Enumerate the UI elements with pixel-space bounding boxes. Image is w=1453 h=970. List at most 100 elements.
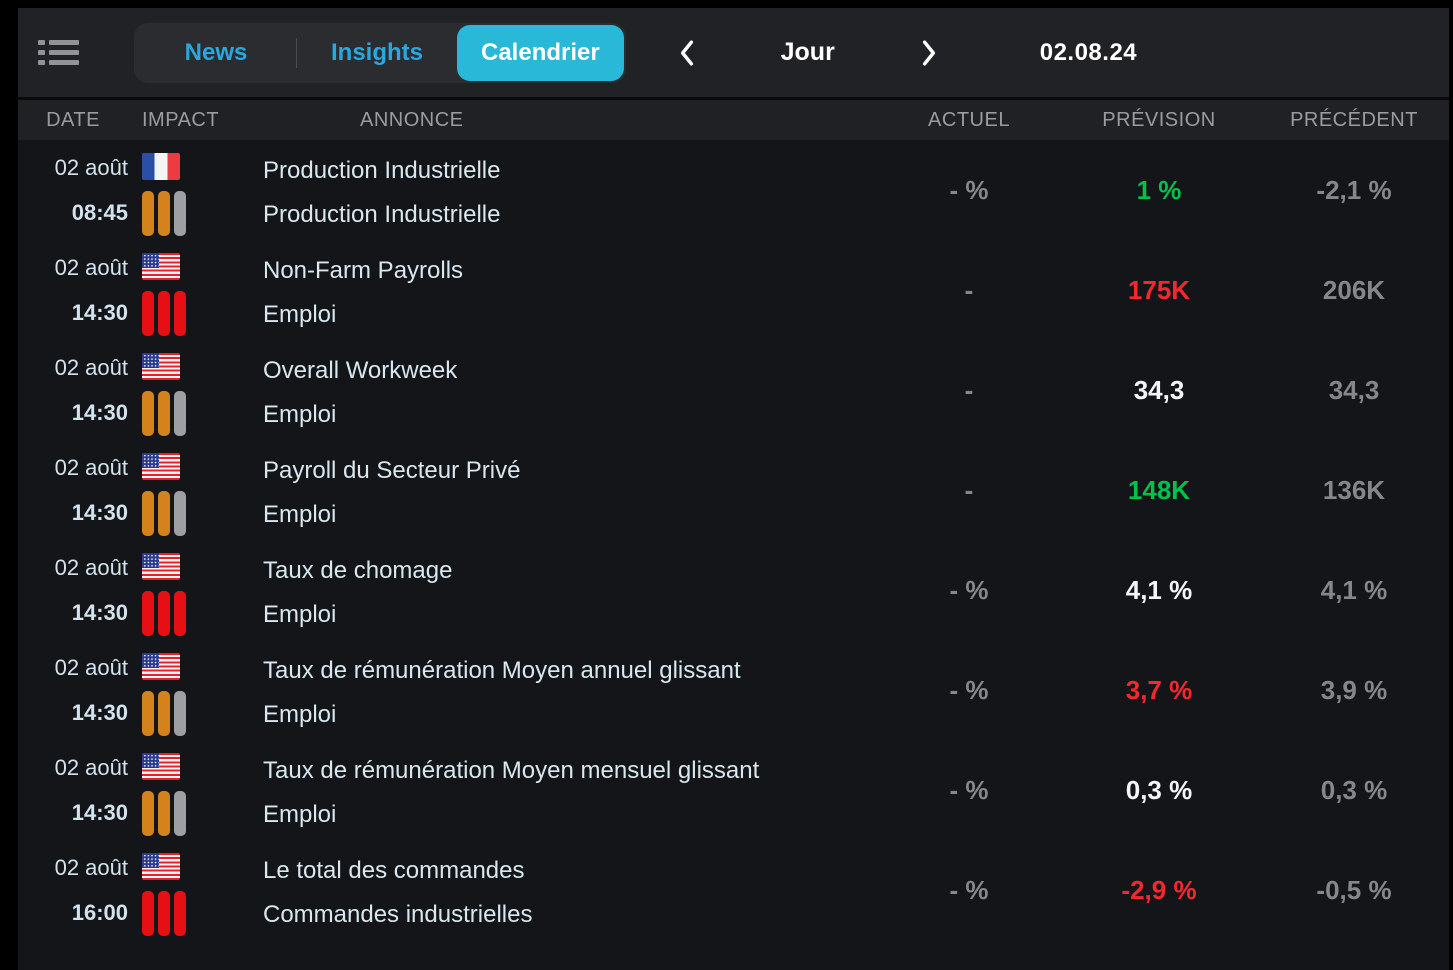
announce-cell: Overall Workweek Emploi	[192, 340, 879, 440]
event-time: 14:30	[71, 400, 128, 425]
impact-bar-orange	[142, 191, 154, 236]
impact-bar-red	[158, 591, 170, 636]
impact-bar-orange	[158, 491, 170, 536]
impact-bar-gray	[174, 791, 186, 836]
impact-bar-orange	[158, 391, 170, 436]
us-flag-icon	[142, 253, 180, 280]
event-date: 02 août	[54, 555, 128, 580]
impact-bar-red	[158, 891, 170, 936]
list-icon-line	[38, 60, 80, 65]
previous-value: 0,3 %	[1320, 774, 1388, 805]
date-cell: 02 août 14:30	[18, 440, 128, 540]
tab-calendrier[interactable]: Calendrier	[457, 24, 624, 81]
us-flag-icon	[142, 453, 180, 480]
impact-bar-red	[174, 591, 186, 636]
forecast-value: 148K	[1127, 474, 1191, 505]
event-category: Production Industrielle	[263, 201, 501, 228]
event-time: 16:00	[71, 900, 128, 925]
date-cell: 02 août 14:30	[18, 240, 128, 340]
impact-bar-red	[142, 591, 154, 636]
event-category: Emploi	[263, 601, 337, 628]
actual-value: - %	[949, 174, 989, 205]
selected-date: 02.08.24	[1039, 38, 1138, 66]
tab-bar: News Insights Calendrier	[134, 22, 626, 83]
next-day-button[interactable]	[916, 37, 942, 69]
event-time: 14:30	[71, 600, 128, 625]
calendar-row[interactable]: 02 août 14:30 Overall Workweek Emploi - …	[18, 340, 1449, 440]
impact-bar-red	[158, 291, 170, 336]
impact-indicator	[142, 691, 186, 736]
column-header-date: DATE	[46, 108, 100, 131]
impact-bar-gray	[174, 691, 186, 736]
date-cell: 02 août 08:45	[18, 140, 128, 240]
list-icon-line	[38, 40, 80, 45]
event-date: 02 août	[54, 855, 128, 880]
event-time: 14:30	[71, 800, 128, 825]
forecast-value: 0,3 %	[1125, 774, 1193, 805]
column-header-precedent: PRÉCÉDENT	[1290, 108, 1418, 131]
event-title: Taux de rémunération Moyen annuel glissa…	[263, 657, 741, 684]
list-menu-icon[interactable]	[38, 35, 80, 71]
announce-cell: Production Industrielle Production Indus…	[192, 140, 879, 240]
date-cell: 02 août 14:30	[18, 740, 128, 840]
calendar-row[interactable]: 02 août 14:30 Taux de rémunération Moyen…	[18, 740, 1449, 840]
event-time: 08:45	[71, 200, 128, 225]
forecast-value: 34,3	[1133, 374, 1185, 405]
us-flag-icon	[142, 753, 180, 780]
date-cell: 02 août 14:30	[18, 640, 128, 740]
event-category: Emploi	[263, 401, 337, 428]
impact-bar-orange	[142, 391, 154, 436]
event-time: 14:30	[71, 500, 128, 525]
announce-cell: Non-Farm Payrolls Emploi	[192, 240, 879, 340]
previous-value: 4,1 %	[1320, 574, 1388, 605]
announce-cell: Le total des commandes Commandes industr…	[192, 840, 879, 940]
previous-value: 34,3	[1328, 374, 1380, 405]
tab-insights[interactable]: Insights	[297, 25, 457, 81]
forecast-value: -2,9 %	[1121, 874, 1197, 905]
impact-bar-gray	[174, 391, 186, 436]
event-title: Overall Workweek	[263, 357, 458, 384]
impact-bar-gray	[174, 191, 186, 236]
impact-bar-orange	[142, 791, 154, 836]
impact-bar-orange	[142, 491, 154, 536]
announce-cell: Taux de rémunération Moyen annuel glissa…	[192, 640, 879, 740]
impact-bar-red	[174, 291, 186, 336]
event-category: Emploi	[263, 701, 337, 728]
date-cell: 02 août 14:30	[18, 340, 128, 440]
calendar-row[interactable]: 02 août 14:30 Payroll du Secteur Privé E…	[18, 440, 1449, 540]
actual-value: - %	[949, 874, 989, 905]
calendar-row[interactable]: 02 août 14:30 Taux de chomage Emploi - %…	[18, 540, 1449, 640]
actual-value: - %	[949, 774, 989, 805]
date-cell: 02 août 16:00	[18, 840, 128, 940]
previous-value: 136K	[1322, 474, 1386, 505]
event-category: Emploi	[263, 501, 337, 528]
actual-value: - %	[949, 674, 989, 705]
impact-cell	[142, 240, 192, 340]
event-title: Taux de chomage	[263, 557, 453, 584]
event-time: 14:30	[71, 300, 128, 325]
list-icon-line	[38, 50, 80, 55]
impact-cell	[142, 340, 192, 440]
actual-value: -	[964, 374, 974, 405]
calendar-row[interactable]: 02 août 14:30 Taux de rémunération Moyen…	[18, 640, 1449, 740]
event-category: Emploi	[263, 301, 337, 328]
calendar-row[interactable]: 02 août 08:45 Production Industrielle Pr…	[18, 140, 1449, 240]
calendar-rows: 02 août 08:45 Production Industrielle Pr…	[18, 140, 1449, 940]
impact-indicator	[142, 591, 186, 636]
impact-bar-orange	[158, 791, 170, 836]
impact-cell	[142, 840, 192, 940]
impact-bar-red	[142, 891, 154, 936]
impact-cell	[142, 540, 192, 640]
tab-news[interactable]: News	[136, 25, 296, 81]
column-header-impact: IMPACT	[142, 108, 220, 131]
impact-cell	[142, 140, 192, 240]
event-date: 02 août	[54, 355, 128, 380]
top-navbar: News Insights Calendrier Jour 02.08.24	[18, 8, 1449, 97]
calendar-row[interactable]: 02 août 14:30 Non-Farm Payrolls Emploi -…	[18, 240, 1449, 340]
previous-day-button[interactable]	[674, 37, 700, 69]
column-header-actuel: ACTUEL	[928, 108, 1010, 131]
us-flag-icon	[142, 353, 180, 380]
date-cell: 02 août 14:30	[18, 540, 128, 640]
event-title: Le total des commandes	[263, 857, 525, 884]
calendar-row[interactable]: 02 août 16:00 Le total des commandes Com…	[18, 840, 1449, 940]
